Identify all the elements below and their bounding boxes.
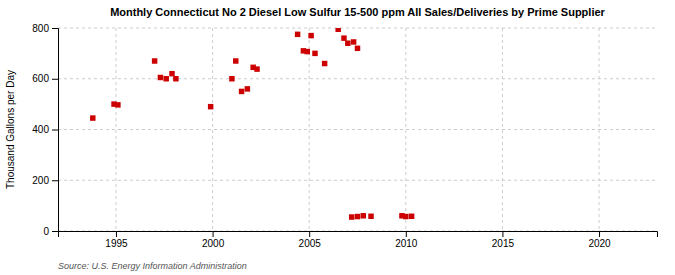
- y-tick: 800: [32, 23, 58, 34]
- x-tick: 2010: [395, 231, 418, 249]
- grid-line-x: [212, 28, 213, 231]
- y-tick-label: 0: [43, 226, 49, 237]
- x-tick: 1995: [105, 231, 128, 249]
- grid-line-x: [502, 28, 503, 231]
- point: [152, 58, 157, 63]
- point: [163, 76, 168, 81]
- point: [322, 61, 327, 66]
- point: [295, 32, 300, 37]
- y-tick-label: 200: [32, 175, 49, 186]
- x-tick-mark: [116, 231, 117, 237]
- x-tick-mark: [309, 231, 310, 237]
- x-tick-label: 1995: [105, 238, 128, 249]
- point: [208, 104, 213, 109]
- y-tick: 400: [32, 124, 58, 135]
- x-tick-label: 2005: [299, 238, 322, 249]
- grid-line-y: [58, 28, 657, 29]
- point: [361, 213, 366, 218]
- point: [335, 28, 340, 32]
- x-tick: 2020: [588, 231, 611, 249]
- y-tick: 200: [32, 175, 58, 186]
- x-axis-line: [59, 232, 658, 238]
- grid: [58, 28, 657, 231]
- y-tick-mark: [52, 28, 58, 29]
- point: [351, 39, 356, 44]
- point: [341, 35, 346, 40]
- grid-line-x: [115, 28, 116, 231]
- chart-container: Monthly Connecticut No 2 Diesel Low Sulf…: [0, 0, 675, 275]
- y-tick: 600: [32, 73, 58, 84]
- y-axis: 0 200 400 600 800: [32, 23, 58, 237]
- grid-line-x: [309, 28, 310, 231]
- y-tick-mark: [52, 79, 58, 80]
- x-tick-mark: [599, 231, 600, 237]
- point: [403, 214, 408, 219]
- x-tick-mark: [406, 231, 407, 237]
- point: [305, 49, 310, 54]
- x-tick-label: 2010: [395, 238, 418, 249]
- x-tick: 2005: [299, 231, 322, 249]
- point: [90, 115, 95, 120]
- y-tick-mark: [52, 130, 58, 131]
- y-axis-line: [52, 29, 59, 232]
- x-tick: 2015: [492, 231, 515, 249]
- point: [355, 214, 360, 219]
- x-axis: 1995 2000 2005 2010 2015 2020: [59, 231, 658, 249]
- point: [312, 51, 317, 56]
- point: [239, 89, 244, 94]
- grid-line-x: [599, 28, 600, 231]
- chart-svg: Monthly Connecticut No 2 Diesel Low Sulf…: [0, 0, 675, 275]
- y-tick: 0: [43, 226, 58, 237]
- y-tick-label: 800: [32, 23, 49, 34]
- x-tick-label: 2020: [588, 238, 611, 249]
- x-tick-label: 2000: [202, 238, 225, 249]
- title: Monthly Connecticut No 2 Diesel Low Sulf…: [110, 6, 605, 18]
- point: [245, 86, 250, 91]
- point: [169, 71, 174, 76]
- x-tick-mark: [502, 231, 503, 237]
- y-tick-label: 400: [32, 124, 49, 135]
- y-tick-mark: [52, 180, 58, 181]
- point: [368, 214, 373, 219]
- y-axis-label: Thousand Gallons per Day: [5, 70, 16, 189]
- x-tick: 2000: [202, 231, 225, 249]
- grid-line-y: [58, 78, 657, 79]
- point: [355, 46, 360, 51]
- y-tick-mark: [52, 231, 58, 232]
- y-tick-label: 600: [32, 73, 49, 84]
- grid-line-y: [58, 129, 657, 130]
- point: [345, 40, 350, 45]
- grid-line-x: [405, 28, 406, 231]
- point: [158, 75, 163, 80]
- point: [115, 102, 120, 107]
- point: [409, 214, 414, 219]
- grid-line-y: [58, 180, 657, 181]
- x-tick-label: 2015: [492, 238, 515, 249]
- point: [229, 76, 234, 81]
- point: [173, 76, 178, 81]
- point: [233, 58, 238, 63]
- point: [349, 214, 354, 219]
- point: [308, 33, 313, 38]
- source: Source: U.S. Energy Information Administ…: [58, 261, 247, 271]
- point: [254, 66, 259, 71]
- x-tick-mark: [213, 231, 214, 237]
- points: [90, 28, 414, 220]
